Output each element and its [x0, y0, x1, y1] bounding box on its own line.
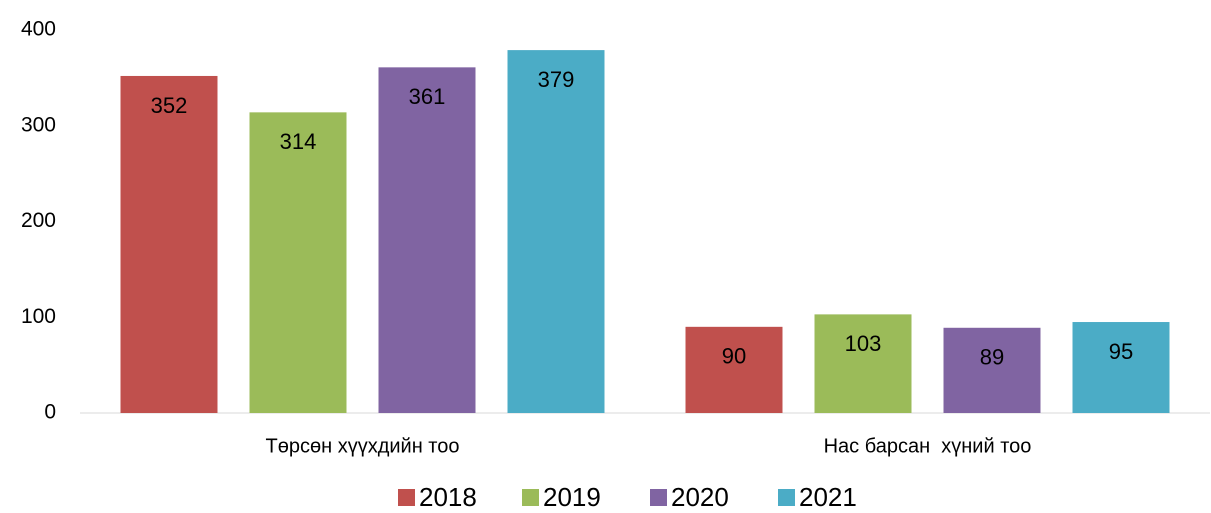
- y-tick-label: 400: [21, 18, 56, 41]
- data-label: 379: [538, 67, 575, 92]
- legend-swatch: [778, 489, 795, 506]
- bar: [378, 67, 476, 413]
- legend-swatch: [398, 489, 415, 506]
- legend-label: 2020: [671, 482, 729, 512]
- legend-label: 2018: [419, 482, 477, 512]
- bar: [120, 75, 218, 414]
- bar: [685, 326, 783, 413]
- data-label: 352: [151, 93, 188, 118]
- legend-label: 2021: [799, 482, 857, 512]
- x-tick-label: Нас барсан хүний тоо: [824, 435, 1032, 457]
- y-tick-label: 100: [21, 305, 56, 328]
- data-label: 89: [980, 345, 1004, 370]
- data-label: 95: [1109, 339, 1133, 364]
- bar: [814, 314, 912, 413]
- data-label: 90: [722, 344, 746, 369]
- bar: [249, 112, 347, 413]
- data-label: 361: [409, 84, 446, 109]
- data-label: 314: [280, 129, 317, 154]
- legend-label: 2019: [543, 482, 601, 512]
- x-tick-label: Төрсөн хүүхдийн тоо: [266, 435, 460, 457]
- legend-swatch: [650, 489, 667, 506]
- y-tick-label: 0: [44, 401, 56, 424]
- bar: [1072, 322, 1170, 413]
- bar: [507, 50, 605, 414]
- legend-swatch: [522, 489, 539, 506]
- bar: [943, 327, 1041, 413]
- data-label: 103: [845, 331, 882, 356]
- y-tick-label: 200: [21, 209, 56, 232]
- y-tick-label: 300: [21, 113, 56, 136]
